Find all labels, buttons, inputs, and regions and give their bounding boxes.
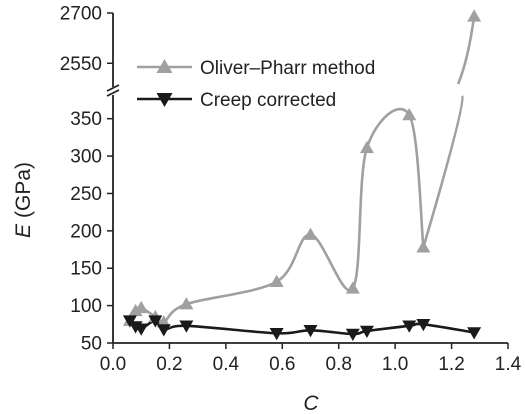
oliver-pharr-point-2 bbox=[134, 300, 149, 314]
y-axis-title: E (GPa) bbox=[12, 162, 35, 238]
oliver-pharr-point-6 bbox=[269, 274, 284, 287]
label-layer: 0.0 0.2 0.4 0.6 0.8 1.0 1.2 1.4 50 100 150 200 250 30… bbox=[60, 4, 522, 376]
oliver-pharr-point-5 bbox=[179, 297, 194, 310]
creep-corrected-point-3 bbox=[148, 315, 163, 328]
creep-corrected-point-11 bbox=[416, 319, 431, 332]
oliver-pharr-point-8 bbox=[345, 281, 360, 294]
y-tick-label: 150 bbox=[70, 259, 102, 280]
x-tick-label: 1.4 bbox=[495, 354, 522, 375]
creep-corrected-point-9 bbox=[359, 325, 374, 339]
x-tick-label: 0.2 bbox=[156, 354, 182, 375]
creep-corrected-point-10 bbox=[402, 320, 417, 333]
y-tick-label: 2550 bbox=[60, 54, 102, 75]
y-tick-label: 100 bbox=[70, 296, 102, 317]
x-tick-label: 0.0 bbox=[100, 354, 126, 375]
creep-corrected-point-8 bbox=[345, 328, 360, 342]
creep-corrected-point-12 bbox=[467, 327, 482, 340]
legend-label-1: Creep corrected bbox=[200, 90, 336, 111]
legend: Oliver–Pharr method Creep corrected bbox=[137, 58, 375, 111]
series-oliver-pharr-curve-rise bbox=[422, 95, 464, 248]
axes-layer bbox=[106, 12, 509, 349]
x-tick-label: 1.0 bbox=[382, 354, 408, 375]
oliver-pharr-point-9 bbox=[359, 140, 374, 154]
creep-corrected-point-7 bbox=[303, 325, 318, 338]
legend-label-0: Oliver–Pharr method bbox=[200, 58, 375, 79]
y-tick-label: 200 bbox=[70, 221, 102, 242]
y-axis-title-group: E (GPa) bbox=[12, 162, 35, 238]
axis-break-mark-upper bbox=[106, 84, 120, 92]
oliver-pharr-point-10 bbox=[402, 107, 417, 121]
series-oliver-pharr-curve-lower bbox=[128, 107, 425, 324]
oliver-pharr-point-7 bbox=[303, 227, 318, 240]
creep-corrected-point-6 bbox=[269, 328, 284, 341]
y-tick-label: 2700 bbox=[60, 4, 102, 25]
series-oliver-pharr-curve-upper bbox=[456, 16, 476, 85]
oliver-pharr-point-12 bbox=[467, 9, 482, 22]
x-tick-label: 1.2 bbox=[438, 354, 464, 375]
axis-break-mark-lower bbox=[106, 89, 120, 97]
y-axis-title-unit: (GPa) bbox=[12, 162, 35, 218]
oliver-pharr-point-4 bbox=[156, 315, 171, 328]
creep-corrected-point-4 bbox=[156, 324, 171, 337]
y-tick-label: 350 bbox=[70, 109, 102, 130]
y-tick-label: 50 bbox=[81, 334, 102, 355]
creep-corrected-point-5 bbox=[179, 320, 194, 333]
marker-layer bbox=[122, 9, 482, 342]
x-axis-title: C bbox=[303, 392, 319, 414]
x-tick-label: 0.4 bbox=[213, 354, 240, 375]
y-axis-title-symbol: E bbox=[12, 223, 35, 238]
legend-marker-0 bbox=[156, 59, 173, 73]
creep-corrected-point-2 bbox=[134, 323, 149, 336]
oliver-pharr-point-11 bbox=[416, 240, 431, 253]
x-tick-label: 0.6 bbox=[269, 354, 295, 375]
legend-marker-1 bbox=[156, 93, 173, 107]
y-tick-label: 250 bbox=[70, 184, 102, 205]
x-tick-label: 0.8 bbox=[326, 354, 352, 375]
y-tick-label: 300 bbox=[70, 147, 102, 168]
